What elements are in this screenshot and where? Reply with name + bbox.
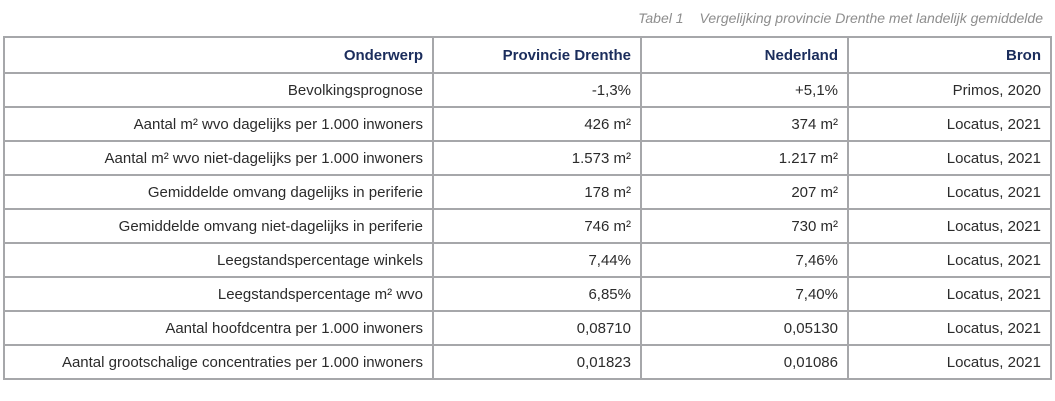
table-row: Leegstandspercentage winkels 7,44% 7,46%…	[3, 242, 1052, 278]
cell-bron: Locatus, 2021	[847, 140, 1052, 176]
table-caption: Tabel 1 Vergelijking provincie Drenthe me…	[638, 10, 1043, 26]
cell-bron: Locatus, 2021	[847, 276, 1052, 312]
cell-nederland: 7,40%	[640, 276, 849, 312]
header-onderwerp: Onderwerp	[3, 36, 434, 74]
cell-onderwerp: Bevolkingsprognose	[3, 72, 434, 108]
cell-nederland: 1.217 m²	[640, 140, 849, 176]
cell-provincie-drenthe: 0,08710	[432, 310, 642, 346]
cell-bron: Primos, 2020	[847, 72, 1052, 108]
header-bron: Bron	[847, 36, 1052, 74]
cell-provincie-drenthe: 0,01823	[432, 344, 642, 380]
cell-onderwerp: Aantal hoofdcentra per 1.000 inwoners	[3, 310, 434, 346]
table-row: Leegstandspercentage m² wvo 6,85% 7,40% …	[3, 276, 1052, 312]
cell-onderwerp: Leegstandspercentage winkels	[3, 242, 434, 278]
cell-nederland: 207 m²	[640, 174, 849, 210]
table-row: Aantal grootschalige concentraties per 1…	[3, 344, 1052, 380]
cell-provincie-drenthe: 426 m²	[432, 106, 642, 142]
cell-bron: Locatus, 2021	[847, 174, 1052, 210]
table-row: Bevolkingsprognose -1,3% +5,1% Primos, 2…	[3, 72, 1052, 108]
cell-bron: Locatus, 2021	[847, 344, 1052, 380]
header-provincie-drenthe: Provincie Drenthe	[432, 36, 642, 74]
cell-bron: Locatus, 2021	[847, 106, 1052, 142]
cell-provincie-drenthe: 1.573 m²	[432, 140, 642, 176]
cell-nederland: 730 m²	[640, 208, 849, 244]
cell-provincie-drenthe: -1,3%	[432, 72, 642, 108]
cell-nederland: 0,01086	[640, 344, 849, 380]
table-caption-number: Tabel 1	[638, 10, 684, 26]
cell-onderwerp: Gemiddelde omvang niet-dagelijks in peri…	[3, 208, 434, 244]
cell-bron: Locatus, 2021	[847, 208, 1052, 244]
cell-bron: Locatus, 2021	[847, 310, 1052, 346]
table-row: Gemiddelde omvang niet-dagelijks in peri…	[3, 208, 1052, 244]
table-row: Aantal hoofdcentra per 1.000 inwoners 0,…	[3, 310, 1052, 346]
comparison-table: Onderwerp Provincie Drenthe Nederland Br…	[3, 36, 1052, 380]
table-header-row: Onderwerp Provincie Drenthe Nederland Br…	[3, 36, 1052, 74]
cell-onderwerp: Gemiddelde omvang dagelijks in periferie	[3, 174, 434, 210]
cell-provincie-drenthe: 7,44%	[432, 242, 642, 278]
cell-provincie-drenthe: 6,85%	[432, 276, 642, 312]
cell-provincie-drenthe: 746 m²	[432, 208, 642, 244]
cell-bron: Locatus, 2021	[847, 242, 1052, 278]
cell-onderwerp: Aantal m² wvo dagelijks per 1.000 inwone…	[3, 106, 434, 142]
cell-onderwerp: Aantal m² wvo niet-dagelijks per 1.000 i…	[3, 140, 434, 176]
header-nederland: Nederland	[640, 36, 849, 74]
cell-provincie-drenthe: 178 m²	[432, 174, 642, 210]
cell-nederland: 0,05130	[640, 310, 849, 346]
cell-onderwerp: Leegstandspercentage m² wvo	[3, 276, 434, 312]
table-caption-text: Vergelijking provincie Drenthe met lande…	[699, 10, 1043, 26]
cell-nederland: 374 m²	[640, 106, 849, 142]
table-row: Aantal m² wvo niet-dagelijks per 1.000 i…	[3, 140, 1052, 176]
table-row: Aantal m² wvo dagelijks per 1.000 inwone…	[3, 106, 1052, 142]
cell-onderwerp: Aantal grootschalige concentraties per 1…	[3, 344, 434, 380]
cell-nederland: +5,1%	[640, 72, 849, 108]
table-row: Gemiddelde omvang dagelijks in periferie…	[3, 174, 1052, 210]
cell-nederland: 7,46%	[640, 242, 849, 278]
